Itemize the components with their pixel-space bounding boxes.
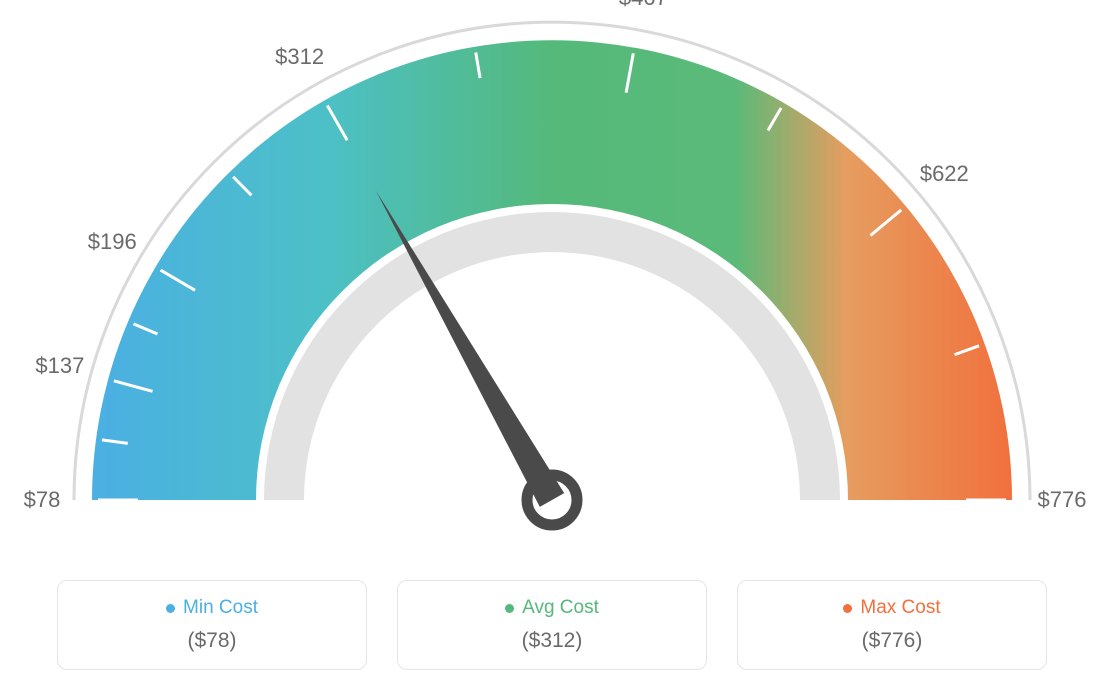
legend-dot-max [843, 604, 852, 613]
gauge-tick-label: $78 [24, 487, 61, 513]
legend-text-avg: Avg Cost [522, 597, 599, 619]
gauge-tick-label: $467 [619, 0, 668, 11]
legend-text-max: Max Cost [860, 597, 940, 619]
legend-dot-min [166, 604, 175, 613]
legend-dot-avg [505, 604, 514, 613]
gauge-tick-label: $137 [35, 353, 84, 379]
legend-card-avg: Avg Cost ($312) [397, 580, 707, 670]
gauge-tick-label: $622 [920, 161, 969, 187]
legend-card-min: Min Cost ($78) [57, 580, 367, 670]
gauge-tick-label: $196 [88, 229, 137, 255]
legend-value-min: ($78) [187, 629, 236, 653]
legend-label-max: Max Cost [843, 597, 940, 619]
legend-card-max: Max Cost ($776) [737, 580, 1047, 670]
legend-row: Min Cost ($78) Avg Cost ($312) Max Cost … [0, 580, 1104, 670]
gauge-tick-label: $312 [275, 44, 324, 70]
legend-value-avg: ($312) [522, 629, 583, 653]
legend-label-min: Min Cost [166, 597, 258, 619]
legend-text-min: Min Cost [183, 597, 258, 619]
gauge-tick-label: $776 [1038, 487, 1087, 513]
legend-value-max: ($776) [862, 629, 923, 653]
legend-label-avg: Avg Cost [505, 597, 599, 619]
gauge-chart: $78 $137 $196 $312 $467 $622 $776 [0, 0, 1104, 560]
gauge-svg [0, 0, 1104, 560]
